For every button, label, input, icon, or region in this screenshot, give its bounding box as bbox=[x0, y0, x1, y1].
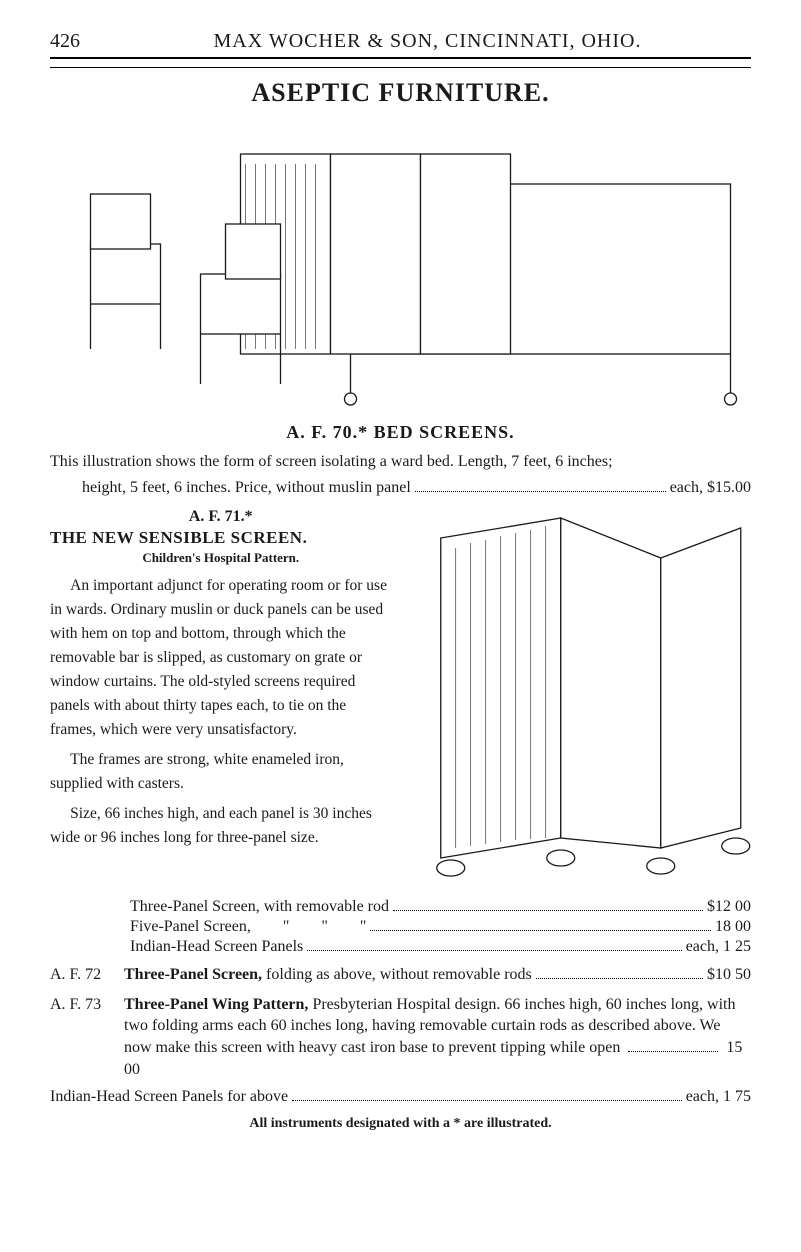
hero-blurb-1: This illustration shows the form of scre… bbox=[50, 451, 751, 473]
page-number: 426 bbox=[50, 30, 80, 53]
item-subtitle: Children's Hospital Pattern. bbox=[50, 550, 392, 566]
footer-note: All instruments designated with a * are … bbox=[50, 1116, 751, 1132]
entry-sku: A. F. 72 bbox=[50, 964, 116, 986]
running-title: MAX WOCHER & SON, CINCINNATI, OHIO. bbox=[104, 30, 751, 53]
price-trail: $12 00 bbox=[707, 898, 751, 916]
hero-price: each, $15.00 bbox=[670, 477, 751, 499]
price-lead: Indian-Head Screen Panels bbox=[130, 938, 303, 956]
price-row: Indian-Head Screen Panels for above each… bbox=[50, 1088, 751, 1106]
catalog-entry: A. F. 72 Three-Panel Screen, folding as … bbox=[50, 964, 751, 986]
hero-blurb-2: height, 5 feet, 6 inches. Price, without… bbox=[50, 477, 751, 499]
running-head: 426 MAX WOCHER & SON, CINCINNATI, OHIO. bbox=[50, 30, 751, 59]
left-column: A. F. 71.* THE NEW SENSIBLE SCREEN. Chil… bbox=[50, 508, 392, 888]
entry-lead: Three-Panel Screen, folding as above, wi… bbox=[124, 964, 532, 986]
leader-dots bbox=[415, 479, 666, 491]
item-code: A. F. 71.* bbox=[50, 508, 392, 526]
price-trail: each, 1 75 bbox=[686, 1088, 751, 1106]
price-lead: Indian-Head Screen Panels for above bbox=[50, 1088, 288, 1106]
entry-price: $10 50 bbox=[707, 964, 751, 986]
price-row: Three-Panel Screen, with removable rod $… bbox=[50, 898, 751, 916]
right-column bbox=[410, 508, 752, 888]
catalog-entry: A. F. 73 Three-Panel Wing Pattern, Presb… bbox=[50, 994, 751, 1080]
price-trail: 18 00 bbox=[715, 918, 751, 936]
leader-dots bbox=[536, 967, 703, 979]
body-paragraph: Size, 66 inches high, and each panel is … bbox=[50, 802, 392, 850]
bed-screen-illustration bbox=[50, 114, 751, 414]
catalog-page: 426 MAX WOCHER & SON, CINCINNATI, OHIO. … bbox=[0, 0, 801, 1172]
price-row: Indian-Head Screen Panels each, 1 25 bbox=[50, 938, 751, 956]
folding-screen-illustration bbox=[410, 508, 752, 888]
body-paragraph: An important adjunct for operating room … bbox=[50, 574, 392, 742]
page-title: ASEPTIC FURNITURE. bbox=[50, 78, 751, 108]
two-column-block: A. F. 71.* THE NEW SENSIBLE SCREEN. Chil… bbox=[50, 508, 751, 888]
item-title: THE NEW SENSIBLE SCREEN. bbox=[50, 528, 392, 548]
price-list: Three-Panel Screen, with removable rod $… bbox=[50, 898, 751, 956]
entry-desc: Three-Panel Wing Pattern, Presbyterian H… bbox=[124, 994, 751, 1080]
leader-dots bbox=[370, 919, 711, 931]
entry-name: Three-Panel Screen, bbox=[124, 966, 262, 983]
leader-dots bbox=[628, 1051, 718, 1052]
body-paragraph: The frames are strong, white enameled ir… bbox=[50, 748, 392, 796]
leader-dots bbox=[393, 899, 703, 911]
price-lead: Five-Panel Screen, " " " bbox=[130, 918, 366, 936]
entry-sku: A. F. 73 bbox=[50, 994, 116, 1080]
hero-caption: A. F. 70.* BED SCREENS. bbox=[50, 422, 751, 443]
entry-text: folding as above, without removable rods bbox=[262, 966, 532, 983]
entry-desc: Three-Panel Screen, folding as above, wi… bbox=[124, 964, 751, 986]
price-row: Five-Panel Screen, " " " 18 00 bbox=[50, 918, 751, 936]
price-lead: Three-Panel Screen, with removable rod bbox=[130, 898, 389, 916]
entry-name: Three-Panel Wing Pattern, bbox=[124, 996, 308, 1013]
divider bbox=[50, 67, 751, 68]
price-trail: each, 1 25 bbox=[686, 938, 751, 956]
leader-dots bbox=[292, 1089, 682, 1101]
hero-blurb-lead: height, 5 feet, 6 inches. Price, without… bbox=[50, 477, 411, 499]
leader-dots bbox=[307, 939, 681, 951]
